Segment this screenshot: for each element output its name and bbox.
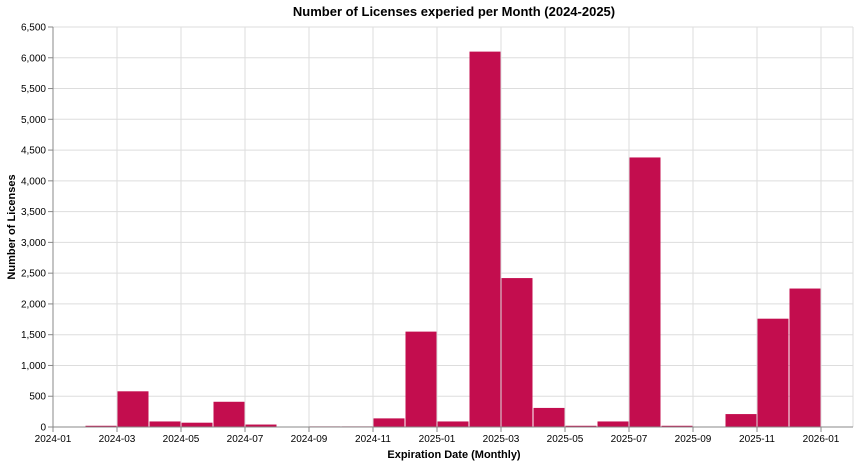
bar-2025-05	[565, 425, 597, 427]
x-tick-label: 2024-11	[355, 434, 391, 445]
bar-2024-02	[85, 425, 117, 427]
x-tick-label: 2024-09	[291, 434, 328, 445]
bar-2025-01	[437, 421, 469, 427]
bar-2025-07	[629, 157, 661, 427]
x-tick-label: 2025-01	[419, 434, 456, 445]
y-tick-label: 3,000	[21, 238, 46, 249]
x-tick-label: 2025-09	[675, 434, 712, 445]
bar-2025-02	[469, 51, 501, 427]
y-axis-title: Number of Licenses	[6, 174, 18, 279]
bar-2025-10	[725, 414, 757, 427]
y-tick-label: 1,000	[21, 361, 46, 372]
axes: 0 500 1,000 1,500 2,000 2,500 3,000 3,500 4,000 4…	[21, 23, 853, 445]
bar-2024-04	[149, 421, 181, 427]
bar-2024-07	[245, 424, 277, 427]
y-tick-label: 6,000	[21, 53, 46, 64]
y-tick-label: 3,500	[21, 207, 46, 218]
x-tick-label: 2024-01	[35, 434, 72, 445]
x-tick-label: 2025-07	[611, 434, 648, 445]
y-tick-label: 500	[29, 392, 46, 403]
y-tick-label: 4,500	[21, 146, 46, 157]
y-tick-label: 5,000	[21, 115, 46, 126]
y-tick-label: 5,500	[21, 84, 46, 95]
x-tick-label: 2024-05	[163, 434, 200, 445]
x-tick-label: 2026-01	[803, 434, 840, 445]
bar-2025-06	[597, 421, 629, 427]
y-tick-label: 4,000	[21, 176, 46, 187]
bar-2025-04	[533, 407, 565, 427]
bar-2024-05	[181, 422, 213, 427]
bar-2025-08	[661, 425, 693, 427]
x-tick-label: 2024-07	[227, 434, 264, 445]
bar-2025-03	[501, 278, 533, 427]
x-tick-label: 2024-03	[99, 434, 136, 445]
y-tick-label: 2,500	[21, 269, 46, 280]
y-tick-label: 0	[40, 423, 46, 434]
x-tick-label: 2025-11	[739, 434, 775, 445]
gridlines	[52, 26, 854, 428]
x-axis-title: Expiration Date (Monthly)	[387, 449, 521, 461]
y-tick-label: 6,500	[21, 23, 46, 34]
bar-2024-06	[213, 401, 245, 427]
chart-title: Number of Licenses experied per Month (2…	[293, 4, 615, 19]
x-tick-label: 2025-05	[547, 434, 584, 445]
bar-2025-12	[789, 288, 821, 427]
bar-2024-11	[373, 418, 405, 427]
y-tick-label: 1,500	[21, 330, 46, 341]
bars	[85, 51, 821, 427]
bar-2024-12	[405, 331, 437, 427]
bar-2025-11	[757, 318, 789, 427]
x-tick-label: 2025-03	[483, 434, 520, 445]
y-tick-label: 2,000	[21, 299, 46, 310]
bar-2024-03	[117, 391, 149, 427]
